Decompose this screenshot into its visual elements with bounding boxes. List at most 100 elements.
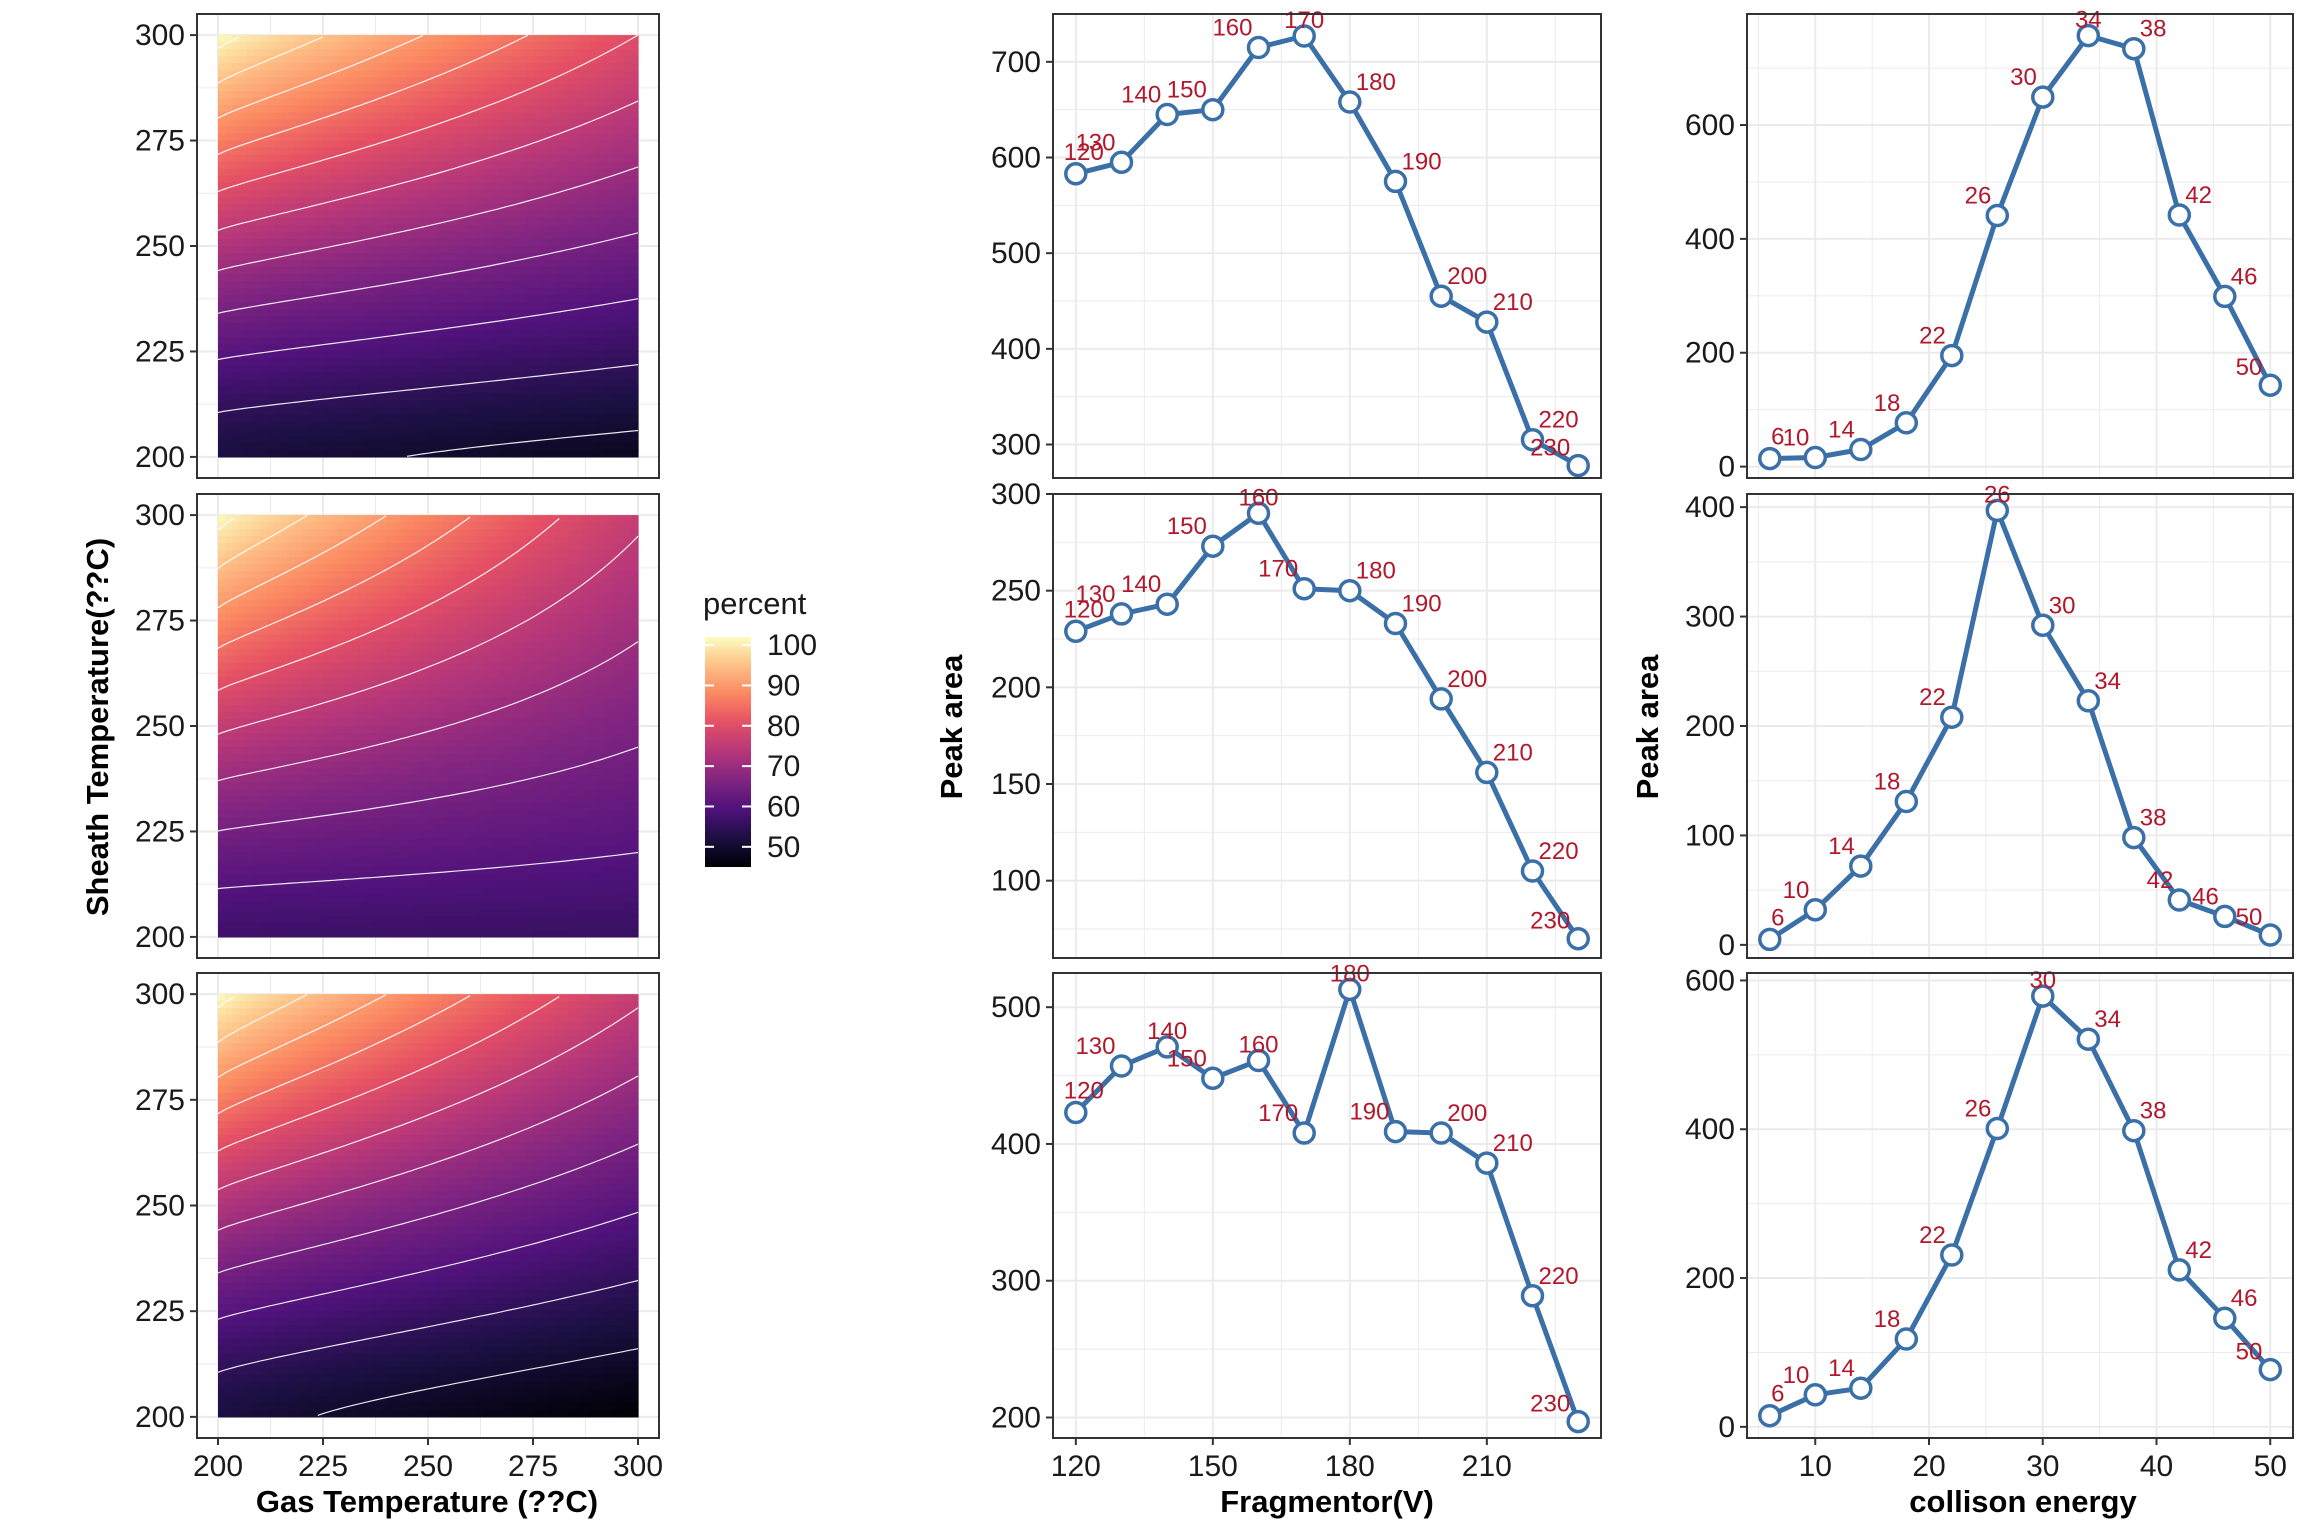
contour-bottom-contour-lines [217, 993, 639, 1416]
collision-bottom-point-label: 46 [2231, 1285, 2258, 1312]
fragmentor-middle-point-label: 200 [1447, 666, 1487, 693]
fragmentor-bottom-point-label: 210 [1493, 1130, 1533, 1157]
fragmentor-top-point [1520, 427, 1545, 452]
collision-bottom-xtick-label: 40 [2140, 1450, 2173, 1483]
contour-top-contour-line [217, 298, 639, 361]
fragmentor-bottom-point-label: 170 [1258, 1100, 1298, 1127]
collision-middle-point [2213, 904, 2237, 929]
collision-top-point-label: 42 [2185, 182, 2212, 209]
fragmentor-middle-grid [1053, 494, 1601, 958]
collision-top-point [1758, 446, 1782, 471]
contour-top-plot-area [217, 34, 639, 458]
fragmentor-bottom-point-label: 120 [1064, 1078, 1104, 1105]
legend-title: percent [703, 586, 807, 621]
contour-top-contour-lines [217, 34, 639, 457]
fragmentor-bottom-ytick-label: 200 [991, 1401, 1041, 1434]
fragmentor-top-point [1246, 35, 1271, 60]
collision-top-point-label: 30 [2010, 64, 2037, 91]
fragmentor-top-point-label: 200 [1447, 263, 1487, 290]
collision-bottom-point [1758, 1403, 1782, 1428]
collision-bottom-xtick-label: 20 [1912, 1450, 1945, 1483]
contour-bottom-contour-line [217, 996, 235, 1009]
contour-top-ytick-label: 300 [135, 19, 185, 52]
collision-middle-point-label: 10 [1783, 877, 1810, 904]
contour-middle-contour-line [217, 851, 639, 890]
fragmentor-middle-point [1292, 576, 1316, 601]
contour-bottom-contour-line [217, 994, 387, 1079]
collision-middle-point [1940, 705, 1964, 729]
fragmentor-middle-point-label: 170 [1258, 556, 1298, 583]
collision-top-point-label: 50 [2236, 354, 2263, 381]
contour-bottom-plot-area [217, 993, 639, 1418]
collision-top-panel: 610 14 18 22 26 30 34 38 42 46 50 0 200 400 600 [1685, 7, 2294, 484]
contour-bottom-contour-line [217, 1279, 639, 1373]
fragmentor-top-ytick-label: 600 [991, 142, 1041, 175]
fragmentor-middle-point [1155, 592, 1179, 616]
contour-top-panel: 200 225 250 275 300 [135, 13, 660, 479]
fragmentor-top-point-label: 220 [1539, 407, 1579, 434]
collision-top-ytick-label: 0 [1718, 451, 1735, 484]
collision-top-point [1849, 437, 1873, 462]
colorbar-tick-label: 70 [767, 750, 800, 783]
contour-bottom-contour-line [217, 1143, 639, 1274]
fragmentor-bottom-point [1338, 977, 1362, 1002]
fragmentor-middle-point-label: 220 [1539, 838, 1579, 865]
collision-middle-point [1803, 898, 1828, 922]
contour-top-panel-border [196, 13, 660, 479]
collision-middle-grid [1747, 494, 2293, 958]
collision-middle-point-label: 38 [2140, 805, 2167, 832]
fragmentor-bottom-ytick-label: 300 [991, 1265, 1041, 1298]
collision-top-point [2076, 23, 2101, 48]
collision-top-point-label: 46 [2231, 263, 2258, 290]
collision-top-point [2213, 284, 2237, 309]
collision-middle-point-label: 50 [2236, 904, 2263, 931]
fragmentor-bottom-point [1520, 1284, 1545, 1308]
contour-bottom-xtick-label: 300 [613, 1450, 663, 1483]
contour-middle-panel-border [196, 493, 660, 959]
colorbar-tick-label: 50 [767, 831, 800, 864]
fragmentor-top-ytick-label: 300 [991, 429, 1041, 462]
fragmentor-middle-point [1246, 501, 1271, 526]
collision-bottom-point [1849, 1376, 1873, 1400]
fragmentor-top-point-label: 210 [1493, 289, 1533, 316]
collision-bottom-point-label: 14 [1828, 1355, 1855, 1382]
fragmentor-middle-point-label: 230 [1530, 908, 1570, 935]
fragmentor-bottom-point [1475, 1151, 1499, 1175]
contour-top-contour-line [217, 232, 639, 314]
fragmentor-bottom-ytick-label: 400 [991, 1128, 1041, 1161]
fragmentor-middle-point [1566, 926, 1590, 951]
contour-top-contour-line [217, 36, 324, 84]
collision-top-point [1985, 203, 2010, 228]
collision-middle-point [2258, 923, 2283, 947]
collision-bottom-point [1894, 1327, 1919, 1351]
fragmentor-middle-point [1338, 578, 1362, 603]
fragmentor-top-point [1338, 90, 1362, 114]
collision-top-point [2122, 36, 2146, 61]
contour-middle-ytick-label: 200 [135, 921, 185, 954]
fragmentor-middle-point-label: 160 [1238, 484, 1278, 511]
collision-middle-point-label: 30 [2049, 592, 2076, 619]
collision-top-point-label: 18 [1874, 390, 1901, 417]
collision-middle-point [2122, 825, 2146, 850]
collision-top-point-label: 22 [1919, 323, 1946, 350]
fragmentor-middle-point [1383, 611, 1408, 636]
fragmentor-top-point [1292, 24, 1316, 48]
fragmentor-middle-ytick-label: 150 [991, 768, 1041, 801]
collision-middle-ytick-label: 100 [1685, 819, 1735, 852]
collision-bottom-point [2167, 1258, 2192, 1282]
collision-top-panel-background [1747, 14, 2293, 478]
fragmentor-middle-point [1520, 859, 1545, 883]
collision-y-axis-title: Peak area [1630, 654, 1665, 800]
colorbar-tick-label: 100 [767, 629, 817, 662]
contour-x-axis-title: Gas Temperature (??C) [256, 1484, 598, 1519]
contour-top-contour-line [217, 34, 529, 155]
collision-middle-point [1758, 927, 1782, 952]
fragmentor-top-point [1566, 453, 1590, 478]
collision-bottom-point-label: 22 [1919, 1222, 1946, 1249]
fragmentor-middle-panel-background [1053, 494, 1601, 958]
collision-middle-point-label: 22 [1919, 684, 1946, 711]
collision-middle-point-label: 46 [2192, 883, 2219, 910]
